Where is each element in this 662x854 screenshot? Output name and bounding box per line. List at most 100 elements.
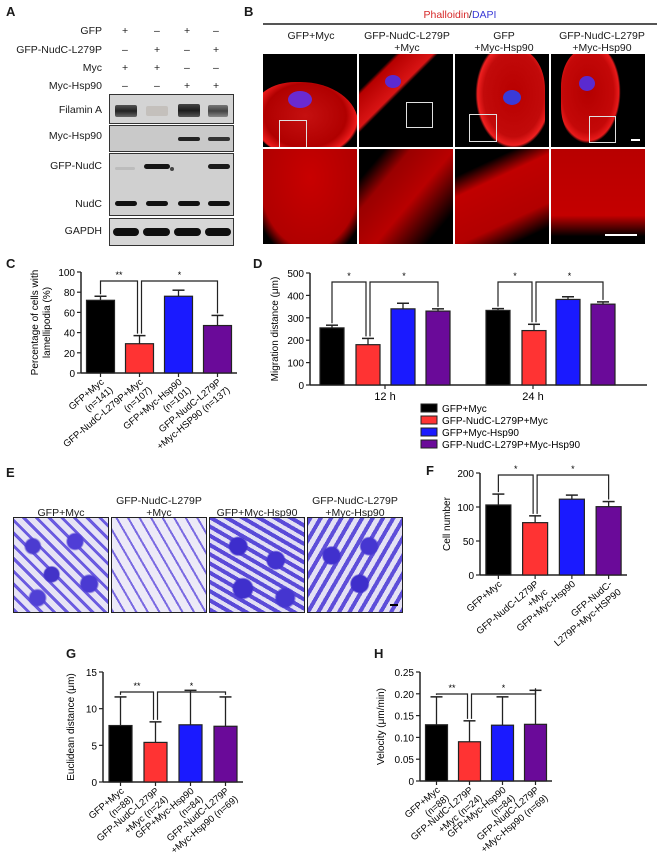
svg-text:*: * — [502, 683, 506, 693]
sign: – — [122, 80, 128, 92]
svg-text:GFP-NudC-L279P+Myc-Hsp90: GFP-NudC-L279P+Myc-Hsp90 — [442, 440, 581, 450]
svg-text:**: ** — [115, 270, 123, 280]
sign: – — [122, 44, 128, 56]
svg-text:12 h: 12 h — [374, 391, 395, 403]
microscopy-image — [358, 53, 454, 148]
column-label: GFP+Myc — [37, 507, 85, 519]
svg-text:0.15: 0.15 — [395, 712, 415, 723]
svg-text:200: 200 — [287, 336, 304, 347]
sign: + — [122, 25, 129, 37]
sign: + — [154, 44, 161, 56]
scale-bar — [631, 139, 640, 141]
svg-text:80: 80 — [64, 288, 76, 299]
svg-text:10: 10 — [86, 705, 98, 716]
panel-letter-h: H — [374, 646, 384, 661]
column-label: GFP-NudC-L279P +Myc — [364, 30, 450, 54]
sign: – — [184, 62, 190, 74]
svg-text:400: 400 — [287, 291, 304, 302]
svg-text:100: 100 — [287, 359, 304, 370]
svg-text:*: * — [402, 271, 406, 281]
panel-letter-c: C — [6, 256, 16, 271]
panel-letter-f: F — [426, 463, 434, 478]
panel-letter-a: A — [6, 4, 16, 19]
svg-text:Euclidean distance (μm): Euclidean distance (μm) — [66, 673, 77, 780]
condition-label: Myc-Hsp90 — [48, 80, 102, 92]
svg-text:GFP+Myc-Hsp90: GFP+Myc-Hsp90 — [442, 428, 519, 439]
sign: + — [122, 62, 129, 74]
stain-legend: Phalloidin/DAPI — [423, 9, 497, 21]
sign: – — [213, 25, 219, 37]
sign: + — [154, 62, 161, 74]
column-label: GFP-NudC-L279P +Myc-Hsp90 — [559, 30, 645, 54]
svg-text:40: 40 — [64, 329, 76, 340]
transwell-image — [209, 517, 305, 613]
panel-letter-g: G — [66, 646, 77, 661]
svg-text:Cell number: Cell number — [442, 496, 453, 551]
svg-text:*: * — [190, 681, 194, 691]
blot-label-nudc: NudC — [75, 198, 102, 210]
svg-text:**: ** — [133, 681, 141, 691]
transwell-image — [13, 517, 109, 613]
western-blot-gfp-nudc-nudc — [109, 153, 234, 216]
svg-text:200: 200 — [457, 469, 474, 480]
svg-text:24 h: 24 h — [522, 391, 543, 403]
svg-text:*: * — [178, 270, 182, 280]
western-blot-gapdh — [109, 218, 234, 246]
bar-chart-c: 0 20 40 60 80 100 Percentage of cells with lame… — [30, 268, 237, 450]
svg-text:5: 5 — [91, 741, 97, 752]
sign: – — [154, 25, 160, 37]
panel-letter-e: E — [6, 465, 15, 480]
svg-text:Percentage of cells with: Percentage of cells with — [30, 270, 41, 376]
column-label: GFP+Myc — [287, 30, 335, 42]
microscopy-zoom-image — [262, 148, 358, 245]
svg-text:0.05: 0.05 — [395, 755, 415, 766]
western-blot-myc-hsp90 — [109, 125, 234, 152]
sign: + — [213, 44, 220, 56]
svg-text:*: * — [514, 464, 518, 474]
blot-label-myc-hsp90: Myc-Hsp90 — [48, 130, 102, 142]
svg-text:GFP+Myc: GFP+Myc — [442, 404, 487, 415]
microscopy-zoom-image — [454, 148, 550, 245]
sign: + — [213, 80, 220, 92]
svg-text:100: 100 — [58, 268, 75, 279]
svg-text:**: ** — [448, 683, 456, 693]
column-label: GFP+Myc-Hsp90 — [474, 30, 534, 54]
svg-text:*: * — [568, 271, 572, 281]
sign: – — [213, 62, 219, 74]
blot-label-gfp-nudc: GFP-NudC — [50, 160, 102, 172]
svg-text:*: * — [347, 271, 351, 281]
scale-bar — [605, 234, 637, 236]
stain-dapi: DAPI — [471, 9, 497, 21]
svg-text:lamellipodia (%): lamellipodia (%) — [42, 287, 53, 358]
header-rule — [263, 23, 657, 25]
sign: + — [184, 80, 191, 92]
sign: – — [184, 44, 190, 56]
svg-text:GFP-NudC-L279P+Myc: GFP-NudC-L279P+Myc — [442, 416, 548, 427]
panel-letter-b: B — [244, 4, 254, 19]
svg-text:50: 50 — [463, 537, 475, 548]
stain-phalloidin: Phalloidin — [423, 9, 470, 21]
svg-text:0: 0 — [298, 381, 304, 392]
bar-chart-d: 0 100 200 300 400 500 Migration distance (μm) 1… — [270, 269, 647, 450]
svg-text:0: 0 — [69, 369, 75, 380]
condition-label: GFP — [80, 25, 102, 37]
svg-text:0.10: 0.10 — [395, 733, 415, 744]
column-label: GFP+Myc-Hsp90 — [216, 507, 298, 519]
blot-label-gapdh: GAPDH — [64, 225, 102, 237]
microscopy-image — [454, 53, 550, 148]
western-blot-filamin-a — [109, 94, 234, 124]
svg-text:0.20: 0.20 — [395, 690, 415, 701]
svg-text:15: 15 — [86, 668, 98, 679]
microscopy-zoom-image — [550, 148, 646, 245]
condition-label: Myc — [82, 62, 102, 74]
svg-text:20: 20 — [64, 349, 76, 360]
sign: – — [154, 80, 160, 92]
column-label: GFP-NudC-L279P +Myc — [116, 495, 202, 519]
svg-text:*: * — [513, 271, 517, 281]
svg-text:0: 0 — [408, 777, 414, 788]
svg-text:Velocity (μm/min): Velocity (μm/min) — [376, 688, 387, 765]
scale-bar — [390, 604, 398, 606]
